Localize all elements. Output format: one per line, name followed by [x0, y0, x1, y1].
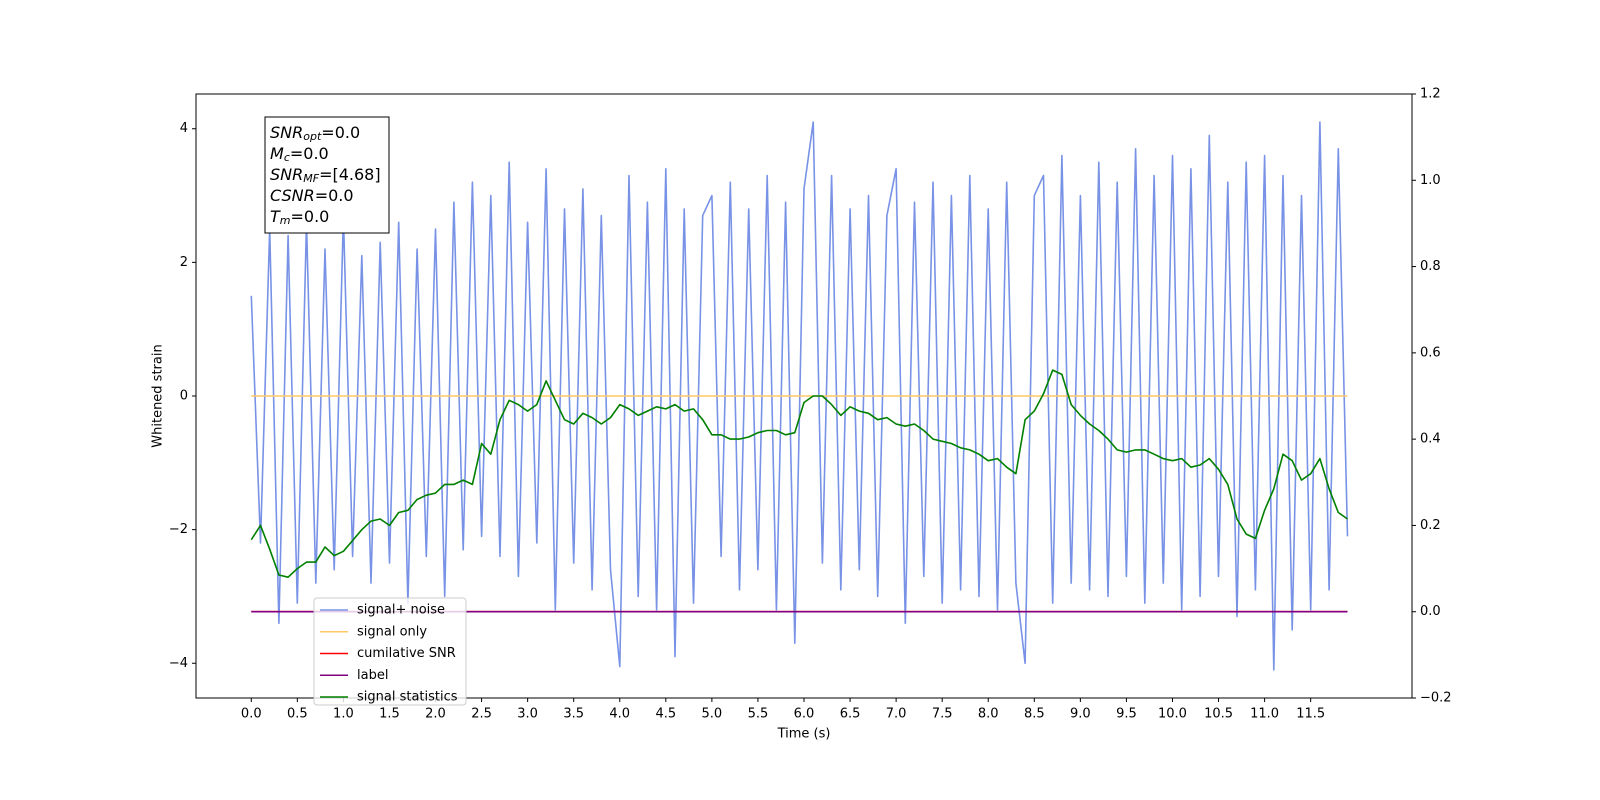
annotation-symbol: SNR — [270, 123, 303, 142]
annotation-subscript: opt — [303, 130, 322, 143]
annotation-line: Mc=0.0 — [270, 144, 329, 165]
x-tick-label: 10.5 — [1204, 707, 1233, 722]
x-tick-label: 10.0 — [1158, 707, 1187, 722]
y2-tick-label: 0.0 — [1420, 604, 1441, 619]
legend-label: signal+ noise — [357, 603, 445, 618]
x-tick-label: 4.0 — [609, 707, 630, 722]
x-tick-label: 1.0 — [333, 707, 354, 722]
x-tick-label: 5.0 — [702, 707, 723, 722]
annotation-box — [264, 116, 390, 234]
x-tick-label: 5.5 — [748, 707, 769, 722]
annotation-line: SNRopt=0.0 — [270, 123, 360, 144]
annotation-line: Tm=0.0 — [270, 207, 329, 228]
x-tick-label: 3.0 — [517, 707, 538, 722]
x-tick-label: 8.5 — [1024, 707, 1045, 722]
annotation-subscript: c — [284, 151, 290, 164]
legend-box — [313, 597, 467, 706]
y-tick-label: 2 — [180, 255, 188, 270]
annotation-text: =0.0 — [291, 207, 330, 226]
x-tick-label: 7.0 — [886, 707, 907, 722]
x-tick-label: 9.5 — [1116, 707, 1137, 722]
y2-tick-label: 0.4 — [1420, 432, 1441, 447]
annotation-symbol: SNR — [270, 165, 303, 184]
x-tick-label: 0.0 — [241, 707, 262, 722]
x-tick-label: 6.0 — [794, 707, 815, 722]
x-tick-label: 4.5 — [655, 707, 676, 722]
y2-tick-label: 1.0 — [1420, 173, 1441, 188]
annotation-line: SNRMF=[4.68] — [270, 165, 381, 186]
annotation-text: =0.0 — [290, 144, 329, 163]
x-tick-label: 11.0 — [1250, 707, 1279, 722]
annotation-symbol: M — [270, 144, 284, 163]
x-tick-label: 1.5 — [379, 707, 400, 722]
annotation-text: =0.0 — [315, 186, 354, 205]
y2-tick-label: 0.8 — [1420, 259, 1441, 274]
legend-label: cumilative SNR — [357, 646, 456, 661]
annotation-text: =[4.68] — [319, 165, 381, 184]
x-tick-label: 0.5 — [287, 707, 308, 722]
x-tick-label: 9.0 — [1070, 707, 1091, 722]
x-tick-label: 11.5 — [1296, 707, 1325, 722]
annotation-line: CSNR=0.0 — [270, 186, 354, 205]
x-tick-label: 3.5 — [563, 707, 584, 722]
legend-label: signal statistics — [357, 690, 458, 705]
y-tick-label: −2 — [169, 522, 188, 537]
x-tick-label: 7.5 — [932, 707, 953, 722]
plot-frame — [195, 93, 1413, 699]
annotation-symbol: CSNR — [270, 186, 315, 205]
y2-tick-label: 0.6 — [1420, 345, 1441, 360]
y2-tick-label: −0.2 — [1420, 691, 1452, 706]
series-line — [250, 369, 1348, 579]
annotation-symbol: T — [270, 207, 281, 226]
y-tick-label: −4 — [169, 656, 188, 671]
y-tick-label: 0 — [180, 389, 188, 404]
x-axis-label: Time (s) — [777, 727, 831, 742]
y2-tick-label: 1.2 — [1420, 87, 1441, 102]
x-tick-label: 8.0 — [978, 707, 999, 722]
y-tick-label: 4 — [180, 121, 188, 136]
y2-tick-label: 0.2 — [1420, 518, 1441, 533]
annotation-subscript: MF — [303, 172, 319, 185]
legend-label: signal only — [357, 624, 427, 639]
x-tick-label: 6.5 — [840, 707, 861, 722]
x-tick-label: 2.0 — [425, 707, 446, 722]
x-tick-label: 2.5 — [471, 707, 492, 722]
annotation-subscript: m — [280, 214, 291, 227]
y-axis-label: Whitened strain — [151, 344, 166, 447]
annotation-text: =0.0 — [321, 123, 360, 142]
legend-label: label — [357, 668, 388, 683]
